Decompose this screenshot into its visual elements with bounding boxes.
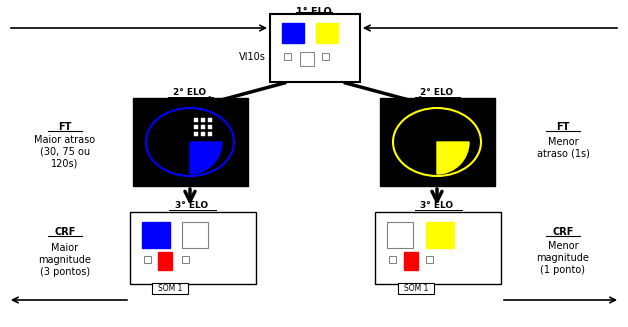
Bar <box>282 23 304 43</box>
Text: VI10s: VI10s <box>239 52 266 62</box>
Bar <box>284 53 291 60</box>
Bar <box>144 256 151 263</box>
Text: 1° ELO: 1° ELO <box>296 7 332 17</box>
Bar <box>398 283 434 294</box>
Bar <box>457 115 461 119</box>
Text: 2° ELO: 2° ELO <box>173 88 207 97</box>
Text: Menor
atraso (1s): Menor atraso (1s) <box>536 137 590 159</box>
Bar <box>182 222 208 248</box>
Text: FT: FT <box>58 122 72 132</box>
Bar <box>451 127 455 131</box>
Bar <box>201 132 205 136</box>
Bar <box>445 127 449 131</box>
Bar <box>300 52 314 66</box>
Bar <box>404 252 418 270</box>
Bar <box>445 121 449 125</box>
Bar <box>457 121 461 125</box>
Bar <box>201 118 205 122</box>
Bar <box>158 252 172 270</box>
Bar <box>451 115 455 119</box>
Text: 3° ELO: 3° ELO <box>175 201 208 210</box>
Bar <box>387 222 413 248</box>
Text: Maior atraso
(30, 75 ou
120s): Maior atraso (30, 75 ou 120s) <box>35 135 95 169</box>
Bar <box>270 14 360 82</box>
Bar <box>451 133 455 137</box>
Text: CRF: CRF <box>552 227 574 237</box>
Wedge shape <box>190 142 222 174</box>
Bar <box>380 98 495 186</box>
Bar <box>439 127 443 131</box>
Bar <box>451 121 455 125</box>
Bar <box>208 132 212 136</box>
Text: Menor
magnitude
(1 ponto): Menor magnitude (1 ponto) <box>536 241 590 275</box>
Bar <box>426 256 433 263</box>
Bar <box>439 121 443 125</box>
Text: FT: FT <box>556 122 570 132</box>
Text: Maior
magnitude
(3 pontos): Maior magnitude (3 pontos) <box>38 243 92 277</box>
Bar <box>208 125 212 129</box>
Bar <box>445 133 449 137</box>
Bar <box>439 133 443 137</box>
Bar <box>130 212 256 284</box>
Bar <box>194 132 198 136</box>
Bar <box>375 212 501 284</box>
Bar <box>194 125 198 129</box>
Bar <box>133 98 248 186</box>
Bar <box>389 256 396 263</box>
Text: 3° ELO: 3° ELO <box>420 201 453 210</box>
Bar <box>208 118 212 122</box>
Wedge shape <box>437 142 469 174</box>
Bar <box>152 283 188 294</box>
Bar <box>182 256 189 263</box>
Bar <box>445 115 449 119</box>
Bar <box>439 115 443 119</box>
Text: CRF: CRF <box>54 227 76 237</box>
Text: 2° ELO: 2° ELO <box>420 88 453 97</box>
Bar <box>457 127 461 131</box>
Bar <box>194 118 198 122</box>
Text: SOM 1: SOM 1 <box>158 284 182 293</box>
Bar <box>201 125 205 129</box>
Bar <box>426 222 454 248</box>
Bar <box>142 222 170 248</box>
Bar <box>322 53 329 60</box>
Text: SOM 1: SOM 1 <box>404 284 428 293</box>
Bar <box>316 23 338 43</box>
Bar <box>457 133 461 137</box>
